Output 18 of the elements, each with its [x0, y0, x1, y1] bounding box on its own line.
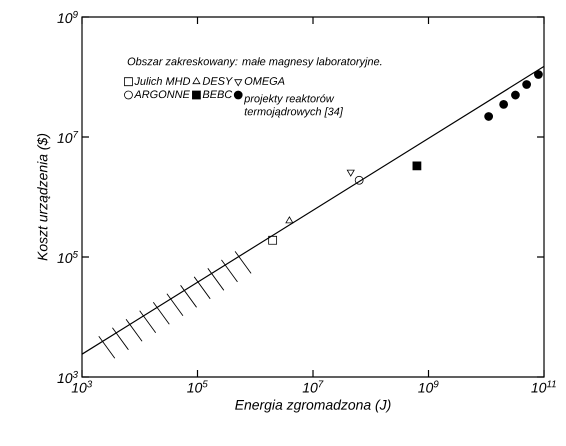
x-tick-label: 10$^{3}$: [72, 380, 92, 393]
y-tick-label: 10$^{9}$: [57, 10, 78, 24]
x-tick-label: 10$^{9}$: [418, 380, 439, 393]
legend-label: OMEGA: [244, 77, 284, 85]
y-tick-label: 10$^{5}$: [57, 250, 78, 264]
annotation: Obszar zakreskowany: małe magnesy laboratoryjne.: [128, 57, 382, 68]
y-tick-label: 10$^{7}$: [57, 130, 78, 144]
y-tick-label: 10$^{3}$: [57, 370, 78, 384]
x-tick-label: 10$^{11}$: [531, 380, 556, 393]
y-axis-title: Koszt urządzenia ($): [36, 134, 50, 261]
legend-label: BEBC: [202, 90, 232, 98]
legend-label: Julich MHD: [134, 76, 190, 86]
legend-label: DESY: [202, 77, 233, 85]
legend-label: projekty reaktorów termojądrowych [34]: [244, 94, 344, 118]
x-axis-title: Energia zgromadzona (J): [235, 400, 390, 413]
x-tick-label: 10$^{5}$: [187, 380, 208, 393]
x-tick-label: 10$^{7}$: [302, 380, 324, 393]
legend-label: ARGONNE: [134, 90, 190, 98]
